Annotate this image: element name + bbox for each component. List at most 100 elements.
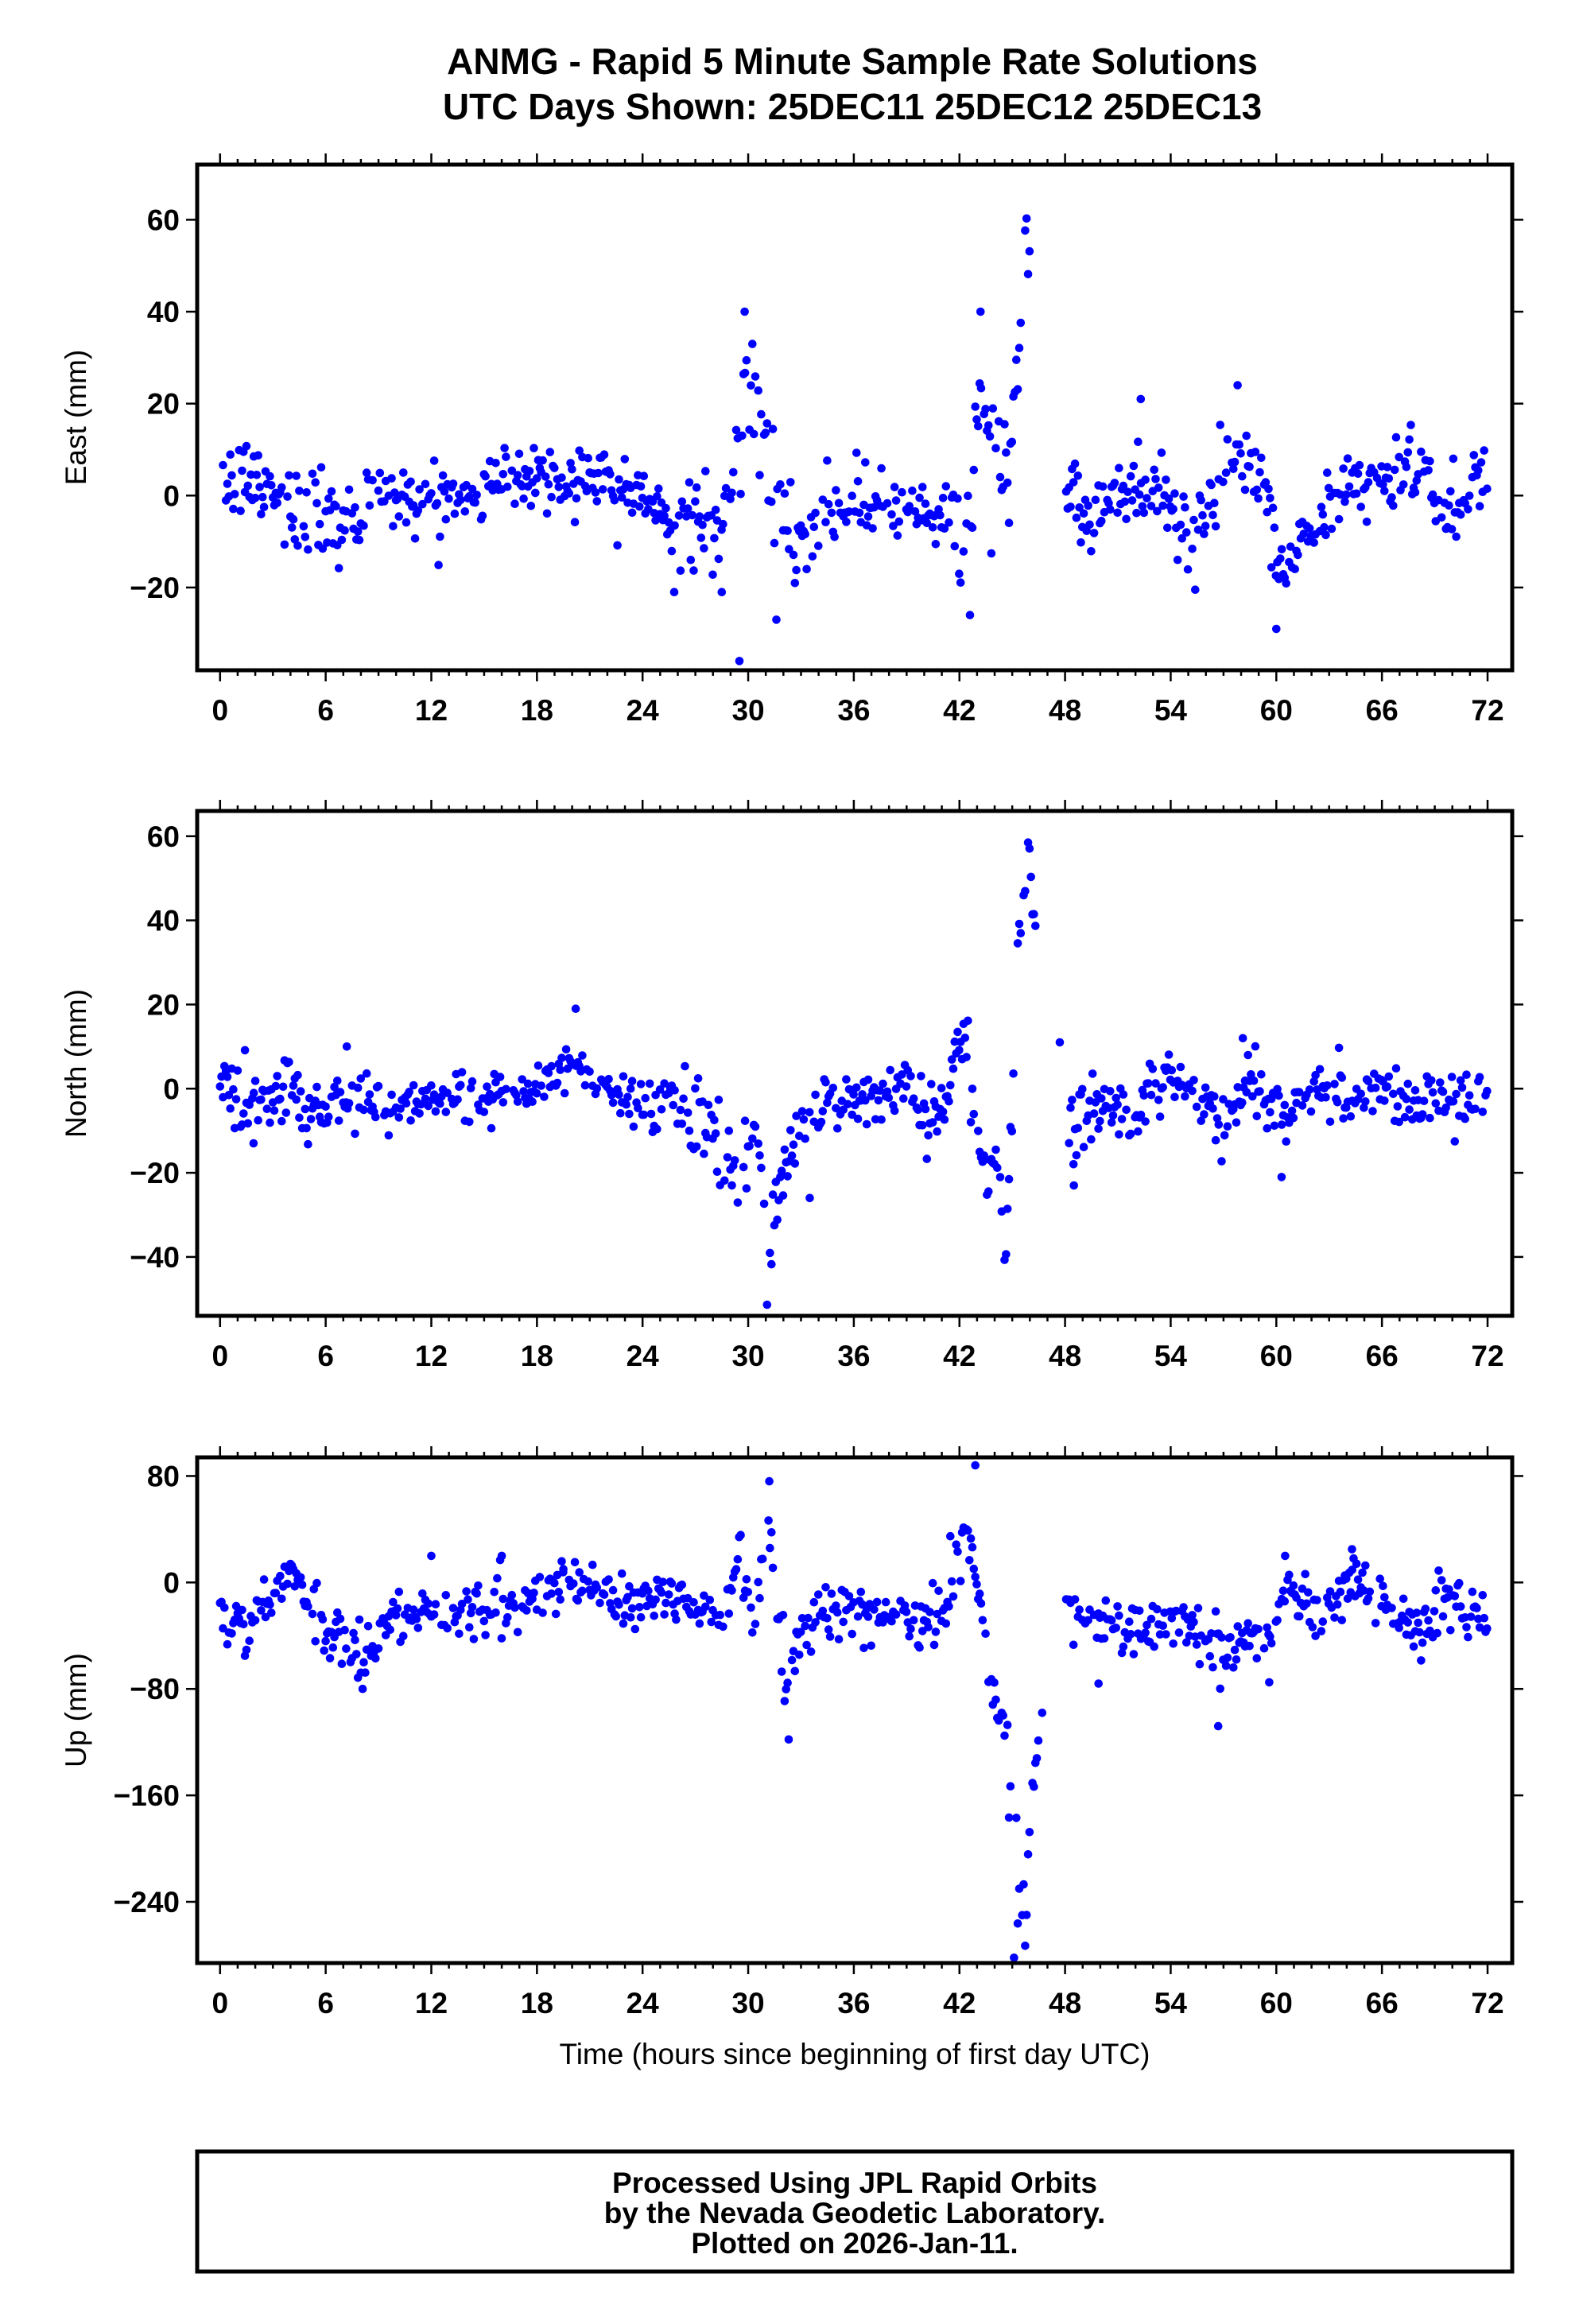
- north-point: [1280, 1100, 1290, 1110]
- up-point: [325, 1654, 335, 1662]
- north-point: [1212, 1114, 1222, 1123]
- up-point: [707, 1617, 716, 1627]
- up-point: [1395, 1624, 1403, 1632]
- east-point: [238, 466, 246, 475]
- up-point: [569, 1579, 578, 1588]
- north-point: [1410, 1086, 1420, 1095]
- up-point: [1478, 1591, 1488, 1600]
- east-point: [834, 499, 844, 508]
- east-xtick-label: 6: [317, 694, 334, 727]
- north-point: [1368, 1107, 1377, 1115]
- north-point: [833, 1124, 842, 1133]
- north-point: [243, 1119, 253, 1128]
- up-point: [393, 1604, 402, 1613]
- east-point: [915, 493, 924, 502]
- east-point: [1456, 510, 1465, 519]
- north-point: [710, 1115, 719, 1125]
- north-point: [1097, 1094, 1106, 1103]
- up-point: [972, 1580, 981, 1589]
- east-point: [639, 471, 649, 480]
- up-point: [695, 1619, 704, 1628]
- east-point: [362, 468, 371, 477]
- east-point: [1364, 478, 1373, 487]
- up-point: [1430, 1607, 1439, 1616]
- up-point: [1000, 1731, 1009, 1740]
- up-point: [1069, 1640, 1078, 1650]
- up-point: [1193, 1604, 1203, 1612]
- east-point: [304, 545, 312, 554]
- up-point: [1100, 1634, 1109, 1643]
- east-point: [755, 471, 764, 479]
- north-point: [1298, 1101, 1307, 1110]
- up-point: [821, 1583, 830, 1592]
- north-point: [1255, 1087, 1264, 1096]
- east-point: [821, 518, 830, 526]
- up-point: [824, 1625, 833, 1634]
- north-point: [1192, 1102, 1201, 1112]
- east-point: [1087, 547, 1096, 556]
- east-point: [1272, 624, 1281, 634]
- north-xtick-label: 42: [943, 1340, 976, 1372]
- up-point: [1301, 1569, 1309, 1579]
- east-point: [450, 509, 460, 518]
- up-point: [863, 1612, 873, 1621]
- north-point: [519, 1087, 528, 1096]
- north-point: [436, 1099, 444, 1108]
- north-point: [733, 1198, 743, 1207]
- north-point: [1089, 1109, 1099, 1118]
- north-point: [1270, 1121, 1279, 1131]
- east-point: [1158, 501, 1167, 510]
- up-point: [1336, 1587, 1345, 1597]
- east-point: [1343, 454, 1352, 463]
- north-point: [955, 1046, 964, 1055]
- up-point: [457, 1600, 467, 1608]
- north-point: [245, 1100, 254, 1109]
- east-point: [1153, 506, 1162, 516]
- east-point: [945, 518, 953, 527]
- up-point: [1025, 1828, 1034, 1837]
- up-point: [787, 1655, 797, 1665]
- north-point: [415, 1109, 424, 1118]
- north-point: [789, 1140, 798, 1149]
- east-point: [717, 588, 727, 596]
- up-point: [1019, 1880, 1028, 1889]
- up-point: [651, 1595, 660, 1604]
- up-point: [238, 1605, 246, 1615]
- up-point: [1013, 1919, 1022, 1928]
- up-point: [490, 1588, 499, 1597]
- east-point: [1452, 532, 1461, 541]
- east-point: [273, 499, 282, 507]
- east-point: [1254, 494, 1263, 503]
- up-point: [724, 1609, 734, 1618]
- east-point: [1320, 522, 1329, 532]
- up-point: [570, 1558, 580, 1567]
- north-point: [342, 1042, 351, 1051]
- east-point: [1004, 518, 1014, 527]
- north-point: [655, 1085, 665, 1094]
- north-point: [823, 1098, 832, 1108]
- north-point: [1065, 1139, 1073, 1148]
- north-point: [409, 1081, 418, 1090]
- east-point: [368, 475, 377, 485]
- up-point: [1022, 1911, 1031, 1919]
- up-point: [859, 1643, 868, 1653]
- up-point: [780, 1697, 790, 1705]
- east-point: [566, 459, 575, 468]
- east-point: [863, 512, 873, 521]
- up-point: [1313, 1596, 1321, 1604]
- east-point: [316, 463, 326, 472]
- east-point: [1476, 458, 1486, 467]
- north-point: [502, 1084, 510, 1094]
- east-point: [974, 421, 983, 431]
- north-point: [848, 1110, 856, 1119]
- north-point: [884, 1093, 894, 1103]
- up-point: [1141, 1628, 1150, 1637]
- up-xtick-label: 42: [943, 1987, 976, 2019]
- north-point: [1197, 1116, 1205, 1125]
- north-point: [1078, 1084, 1087, 1094]
- east-point: [1263, 507, 1271, 517]
- up-point: [424, 1599, 433, 1608]
- up-point: [266, 1600, 274, 1609]
- north-point: [453, 1095, 462, 1104]
- up-point: [1450, 1592, 1460, 1600]
